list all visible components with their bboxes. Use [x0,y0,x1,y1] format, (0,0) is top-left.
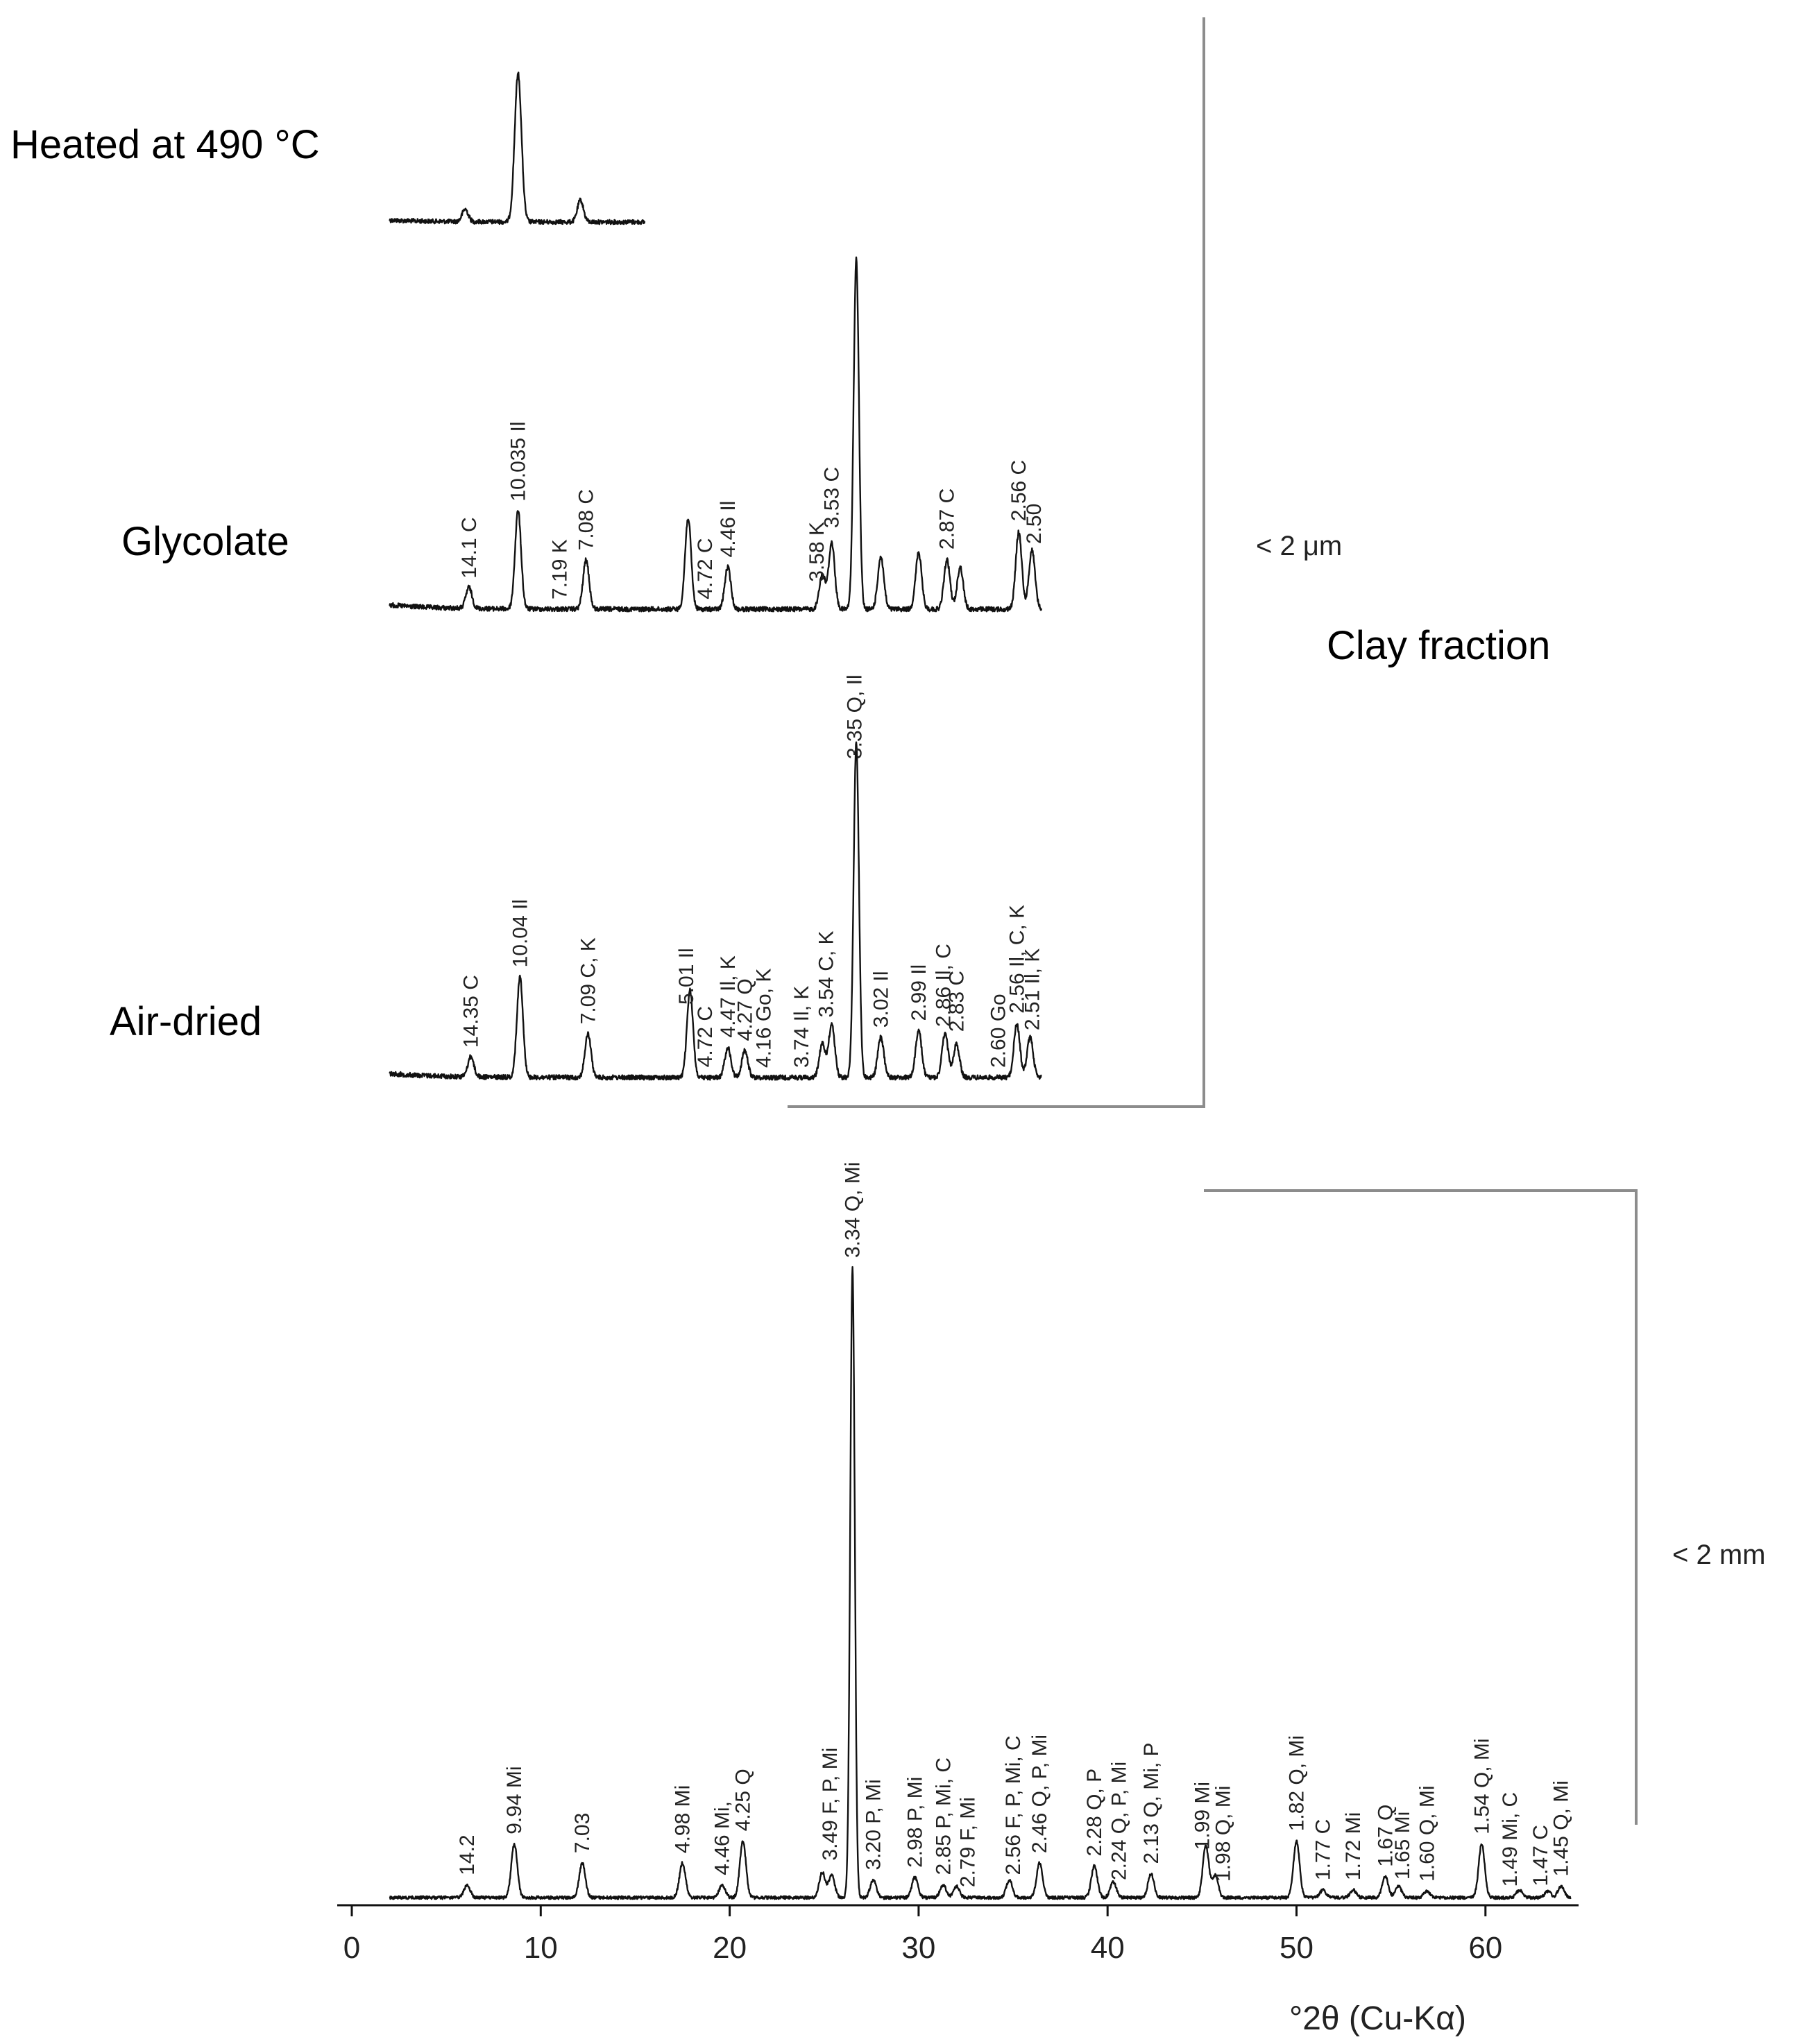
x-tick-label: 60 [1468,1931,1502,1965]
peak-label: 10.04 Il [509,899,532,967]
peak-label: 1.45 Q, Mi [1550,1780,1573,1876]
series-title-glycolate: Glycolate [121,519,289,564]
peak-label: 7.03 [571,1813,594,1853]
peak-label: 4.46 Mi, [711,1801,734,1875]
peak-label: 14.2 [456,1834,479,1875]
peak-label: 7.19 K [549,539,572,599]
x-axis-title: °2θ (Cu-Kα) [1289,2000,1466,2037]
peak-label: 5.01 Il [675,948,698,1005]
x-tick-label: 10 [524,1931,558,1965]
peak-label: 3.02 Il [869,971,892,1028]
trace-bulk [389,1266,1572,1900]
peak-label: 2.28 Q, P [1083,1769,1106,1857]
peak-label: 1.65 Mi [1391,1812,1414,1880]
peak-label: 3.54 C, K [815,930,838,1017]
peak-label: 4.72 C [694,538,717,599]
peak-label: 1.72 Mi [1342,1812,1365,1880]
peak-label: 3.35 Q, Il [843,674,866,759]
peak-label: 3.34 Q, Mi [842,1162,865,1258]
trace-air-dried [389,741,1042,1081]
trace-glycolate [389,256,1043,613]
peak-label: 2.24 Q, P, Mi [1108,1762,1131,1880]
peak-label: 2.50 [1023,504,1046,544]
x-tick-label: 30 [901,1931,935,1965]
peak-label: 7.09 C, K [577,937,600,1024]
peak-label: 1.49 Mi, C [1499,1792,1522,1887]
peak-label: 4.98 Mi [672,1785,695,1853]
peak-label: 1.77 C [1312,1819,1335,1880]
peak-label: 2.79 F, Mi [957,1797,980,1887]
peak-label: 4.46 Il [717,501,740,558]
x-tick-label: 0 [343,1931,360,1965]
clay-fraction-bracket [788,17,1205,1108]
peak-label: 2.87 C [936,488,959,550]
peak-label: 1.54 Q, Mi [1470,1738,1493,1834]
peak-label: 1.47 C [1529,1825,1552,1886]
peak-label: 2.85 P, Mi, C [932,1757,955,1875]
peak-label: 2.51 Il, K [1021,948,1044,1030]
peak-label: 3.49 F, P, Mi [819,1748,842,1861]
peak-label: 10.035 Il [507,422,530,502]
peak-label: 14.35 C [460,975,483,1048]
peak-label: 2.60 Go [987,994,1010,1068]
peak-label: 1.98 Q, Mi [1212,1786,1234,1882]
peak-label: 3.58 K [806,522,828,582]
bulk-fraction-bracket [1204,1189,1638,1825]
clay-fraction-size-label: < 2 μm [1256,531,1342,561]
peak-label: 2.99 Il [908,964,930,1021]
peak-label: 2.86 Il, C [932,944,955,1027]
peak-label: 3.53 C [821,467,844,528]
x-tick-label: 40 [1091,1931,1125,1965]
peak-label: 2.83 C [945,971,968,1032]
x-axis-ticks: 0 10 20 30 40 50 60 [343,1905,1502,1965]
peak-label: 4.47 Il, K [717,955,740,1037]
peak-label: 3.74 Il, K [790,986,813,1068]
peak-labels: 14.1 C10.035 Il7.19 K7.08 C4.72 C4.46 Il… [456,422,1573,1888]
peak-label: 1.82 Q, Mi [1286,1735,1309,1831]
series-title-air-dried: Air-dried [110,999,262,1044]
peak-label: 2.13 Q, Mi, P [1140,1742,1163,1864]
peak-label: 2.56 Il, C, K [1006,905,1029,1014]
peak-label: 4.27 Q [733,978,756,1041]
peak-label: 1.67 Q [1375,1805,1397,1867]
peak-label: 9.94 Mi [503,1766,526,1834]
peak-label: 1.99 Mi [1191,1782,1214,1850]
series-title-heated: Heated at 490 °C [10,122,320,167]
clay-fraction-title: Clay fraction [1327,623,1550,668]
peak-label: 4.16 Go, K [753,969,776,1068]
x-tick-label: 50 [1280,1931,1314,1965]
x-tick-label: 20 [713,1931,747,1965]
peak-label: 2.56 C [1008,460,1030,521]
peak-label: 2.98 P, Mi [904,1777,927,1868]
peak-label: 3.20 P, Mi [862,1779,885,1870]
trace-heated [389,71,646,225]
peak-label: 2.46 Q, P, Mi [1028,1735,1051,1853]
peak-label: 4.72 C [694,1006,717,1067]
peak-label: 4.25 Q [732,1769,755,1831]
bulk-fraction-size-label: < 2 mm [1672,1540,1765,1570]
peak-label: 7.08 C [575,489,598,550]
peak-label: 14.1 C [458,517,481,578]
peak-label: 2.56 F, P, Mi, C [1002,1735,1025,1875]
peak-label: 1.60 Q, Mi [1416,1786,1438,1882]
